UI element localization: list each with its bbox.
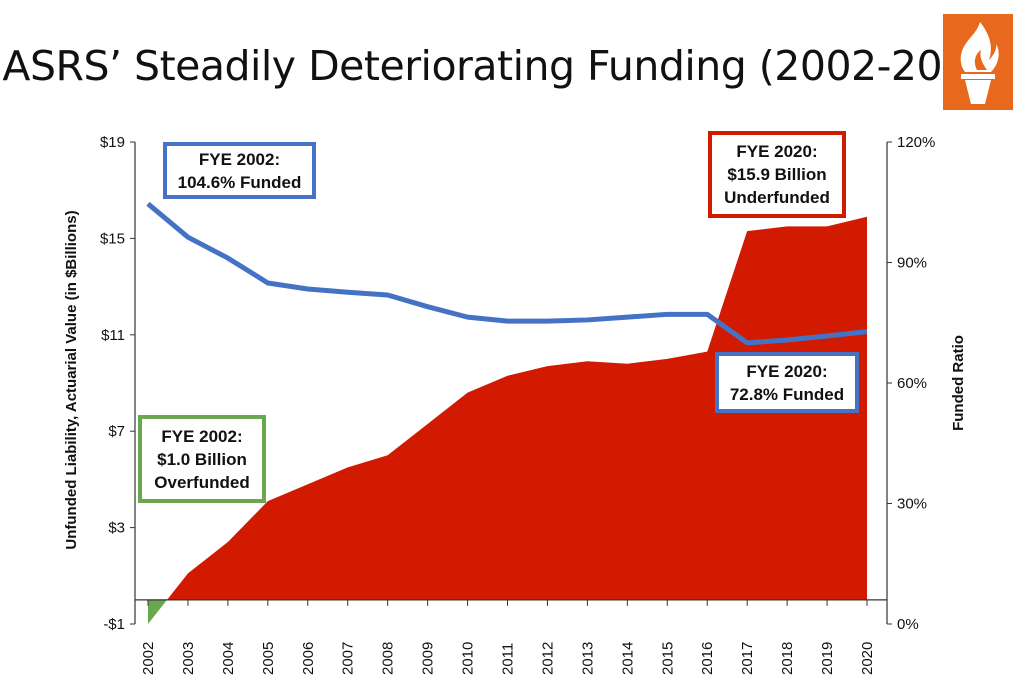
right-axis-label: Funded Ratio bbox=[950, 335, 967, 431]
annotation-line: FYE 2020: bbox=[736, 142, 818, 161]
left-tick-label: $3 bbox=[108, 520, 125, 537]
x-tick-label: 2015 bbox=[659, 642, 676, 675]
x-tick-label: 2013 bbox=[579, 642, 596, 675]
x-tick-label: 2009 bbox=[420, 642, 437, 675]
x-tick-label: 2011 bbox=[500, 643, 517, 675]
x-tick-label: 2017 bbox=[739, 642, 756, 675]
annotation-2020-funded: FYE 2020: 72.8% Funded bbox=[715, 352, 859, 413]
x-tick-label: 2006 bbox=[300, 642, 317, 675]
left-tick-label: -$1 bbox=[103, 616, 125, 633]
x-tick-label: 2016 bbox=[699, 642, 716, 675]
annotation-line: $1.0 Billion bbox=[157, 449, 247, 469]
x-tick-label: 2002 bbox=[140, 642, 157, 675]
annotation-2020-underfunded: FYE 2020: $15.9 Billion Underfunded bbox=[708, 131, 846, 218]
x-tick-label: 2007 bbox=[340, 642, 357, 675]
x-tick-label: 2018 bbox=[779, 642, 796, 675]
annotation-2002-overfunded: FYE 2002: $1.0 Billion Overfunded bbox=[138, 415, 266, 503]
annotation-line: 104.6% Funded bbox=[177, 172, 302, 192]
right-tick-label: 120% bbox=[897, 134, 935, 151]
right-tick-label: 0% bbox=[897, 616, 919, 633]
overfunded-area bbox=[148, 599, 168, 624]
left-axis-label: Unfunded Liability, Actuarial Value (in … bbox=[63, 210, 80, 549]
x-tick-label: 2004 bbox=[220, 642, 237, 675]
right-tick-label: 30% bbox=[897, 496, 927, 513]
annotation-line: FYE 2020: bbox=[746, 361, 828, 381]
left-tick-label: $15 bbox=[100, 230, 125, 247]
left-tick-label: $19 bbox=[100, 134, 125, 151]
x-tick-label: 2019 bbox=[819, 642, 836, 675]
unfunded-liability-area bbox=[167, 216, 867, 600]
x-tick-label: 2008 bbox=[380, 642, 397, 675]
x-tick-label: 2005 bbox=[260, 642, 277, 675]
annotation-line: FYE 2002: bbox=[198, 149, 281, 169]
annotation-line: $15.9 Billion bbox=[727, 165, 827, 184]
right-tick-label: 60% bbox=[897, 375, 927, 392]
annotation-line: 72.8% Funded bbox=[729, 384, 845, 404]
x-tick-label: 2014 bbox=[619, 642, 636, 675]
annotation-line: FYE 2002: bbox=[161, 426, 243, 446]
x-tick-label: 2010 bbox=[460, 642, 477, 675]
annotation-line: Overfunded bbox=[154, 472, 250, 492]
left-tick-label: $11 bbox=[101, 327, 125, 344]
funded-ratio-line bbox=[146, 201, 868, 346]
x-tick-label: 2003 bbox=[180, 642, 197, 675]
x-tick-label: 2012 bbox=[539, 642, 556, 675]
left-tick-label: $7 bbox=[108, 423, 125, 440]
chart-title: ASRS’ Steadily Deteriorating Funding (20… bbox=[2, 42, 958, 90]
x-tick-label: 2020 bbox=[859, 642, 876, 675]
annotation-line: Underfunded bbox=[724, 188, 830, 207]
torch-icon bbox=[943, 14, 1013, 110]
right-tick-label: 90% bbox=[897, 255, 927, 272]
annotation-2002-funded: FYE 2002: 104.6% Funded bbox=[163, 142, 316, 199]
